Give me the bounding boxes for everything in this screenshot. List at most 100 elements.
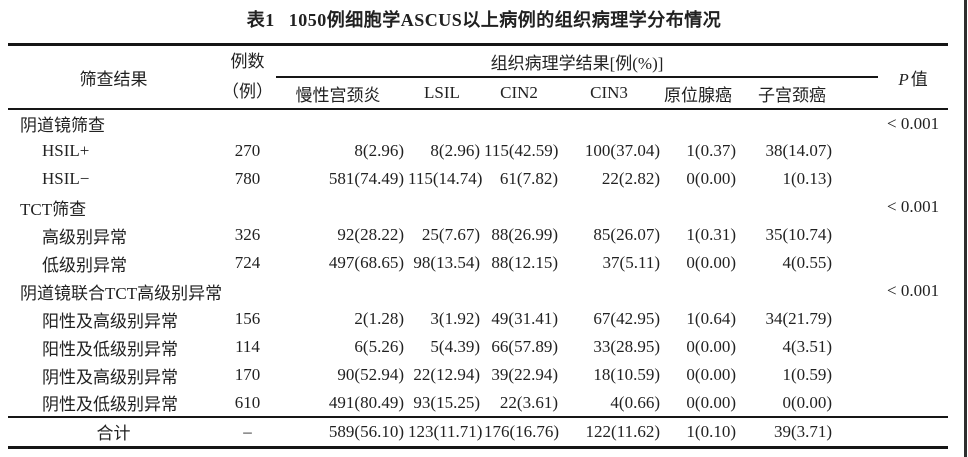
table-row: HSIL+ 270 8(2.96) 8(2.96) 115(42.59) 100(37.0… <box>8 137 948 165</box>
row-label: 合计 <box>8 416 219 447</box>
value-cell: 37(5.11) <box>602 253 660 272</box>
table-title: 表1 1050例细胞学ASCUS以上病例的组织病理学分布情况 <box>0 0 968 43</box>
value-cell <box>664 109 740 137</box>
table-row: 阳性及高级别异常 156 2(1.28) 3(1.92) 49(31.41) 67(42.… <box>8 305 948 333</box>
p-symbol: P <box>898 69 909 89</box>
value-cell <box>484 109 562 137</box>
value-cell: 1(0.64) <box>686 309 736 328</box>
value-cell: 4(0.66) <box>610 392 660 412</box>
p-value-cell <box>878 137 948 165</box>
value-cell <box>740 109 878 137</box>
value-cell: 39(22.94) <box>491 365 558 384</box>
header-row-2: 慢性宫颈炎 LSIL CIN2 CIN3 原位腺癌 子宫颈癌 <box>8 77 948 110</box>
value-cell: 1(0.31) <box>686 225 736 244</box>
value-cell: 115(14.74) <box>408 169 483 188</box>
row-label: 阴道镜筛查 <box>20 116 105 135</box>
column-header-chronic-cervicitis: 慢性宫颈炎 <box>276 77 408 110</box>
value-cell: 0(0.00) <box>686 392 736 412</box>
value-cell: 85(26.07) <box>593 225 660 244</box>
value-cell: 176(16.76) <box>484 416 562 447</box>
column-header-cin2: CIN2 <box>484 77 562 110</box>
row-label: TCT筛查 <box>20 199 87 219</box>
value-cell: 0(0.00) <box>686 169 736 188</box>
cases-cell: 270 <box>234 141 261 160</box>
value-cell <box>740 193 878 221</box>
value-cell: 0(0.00) <box>686 253 736 272</box>
cases-cell: 780 <box>234 169 261 188</box>
value-cell: 1(0.10) <box>664 416 740 447</box>
value-cell: 49(31.41) <box>491 309 558 328</box>
p-value-cell <box>878 305 948 333</box>
p-value-cell <box>878 249 948 277</box>
table-title-text: 1050例细胞学ASCUS以上病例的组织病理学分布情况 <box>288 10 722 30</box>
value-cell: 5(4.39) <box>430 337 480 356</box>
scan-edge-artifact <box>964 0 967 457</box>
value-cell <box>276 193 408 221</box>
table-row: HSIL− 780 581(74.49) 115(14.74) 61(7.82) 22(2… <box>8 165 948 193</box>
column-header-lsil: LSIL <box>408 77 484 110</box>
p-value-cell: < 0.001 <box>886 113 940 133</box>
value-cell: 4(0.55) <box>782 253 833 272</box>
value-cell: 22(2.82) <box>601 169 660 188</box>
value-cell: 100(37.04) <box>584 141 660 160</box>
value-cell: 491(80.49) <box>328 392 404 412</box>
value-cell: 8(2.96) <box>354 141 404 160</box>
row-label: HSIL− <box>42 169 90 188</box>
value-cell: 18(10.59) <box>593 365 660 384</box>
cases-cell: 156 <box>234 309 261 328</box>
value-cell <box>408 109 484 137</box>
cases-cell: 724 <box>234 253 261 272</box>
value-cell <box>408 277 484 305</box>
value-cell: 38(14.07) <box>765 141 833 160</box>
cases-header-line2: （例） <box>222 82 273 101</box>
value-cell: 0(0.00) <box>686 337 736 356</box>
cases-cell: 114 <box>235 337 260 356</box>
value-cell: 25(7.67) <box>421 225 480 244</box>
value-cell <box>740 277 878 305</box>
value-cell: 581(74.49) <box>328 169 404 188</box>
value-cell <box>484 193 562 221</box>
table-row: 合计 –589(56.10) 123(11.71) 176(16.76) 122(11.… <box>8 416 949 447</box>
value-cell: 93(15.25) <box>413 392 480 412</box>
row-label: 阳性及低级别异常 <box>42 339 178 359</box>
value-cell <box>276 109 408 137</box>
value-cell: 2(1.28) <box>354 309 404 328</box>
row-label: 阴性及低级别异常 <box>42 395 178 414</box>
table-row: 阳性及低级别异常 114 6(5.26) 5(4.39) 66(57.89) 33(28.… <box>8 333 948 361</box>
value-cell <box>562 277 664 305</box>
column-header-pathology-group: 组织病理学结果[例(%)] <box>276 44 879 78</box>
value-cell: 98(13.54) <box>413 253 480 272</box>
value-cell: 34(21.79) <box>765 309 833 328</box>
value-cell: 90(52.94) <box>337 365 404 384</box>
table-number: 表1 <box>246 10 275 30</box>
value-cell: 66(57.89) <box>491 337 558 356</box>
value-cell: 88(26.99) <box>491 225 558 244</box>
row-label: 阴道镜联合TCT高级别异常 <box>20 283 223 303</box>
p-value-cell <box>878 361 948 389</box>
cases-cell: 326 <box>234 225 261 244</box>
value-cell: 8(2.96) <box>430 141 480 160</box>
column-header-screening: 筛查结果 <box>8 44 219 110</box>
column-header-adenocarcinoma-in-situ: 原位腺癌 <box>664 77 740 110</box>
value-cell: 61(7.82) <box>499 169 558 188</box>
value-cell: 497(68.65) <box>328 253 404 272</box>
column-header-cases: 例数 （例） <box>219 44 276 110</box>
p-value-cell <box>878 389 948 417</box>
value-cell: 22(12.94) <box>413 365 480 384</box>
p-suffix: 值 <box>910 69 928 89</box>
p-value-cell <box>878 416 949 447</box>
table-row: 阴性及低级别异常 610 491(80.49) 93(15.25) 22(3.61) 4(… <box>8 389 948 417</box>
p-value-cell <box>878 333 948 361</box>
row-label: 阴性及高级别异常 <box>42 367 178 387</box>
value-cell: 6(5.26) <box>354 337 404 356</box>
value-cell: 1(0.59) <box>782 365 833 384</box>
value-cell: 39(3.71) <box>740 416 879 447</box>
column-header-cervical-cancer: 子宫颈癌 <box>740 77 879 110</box>
table-row: 阴道镜筛查 < 0.001 <box>8 109 948 137</box>
value-cell <box>562 193 664 221</box>
row-label: HSIL+ <box>42 141 90 160</box>
